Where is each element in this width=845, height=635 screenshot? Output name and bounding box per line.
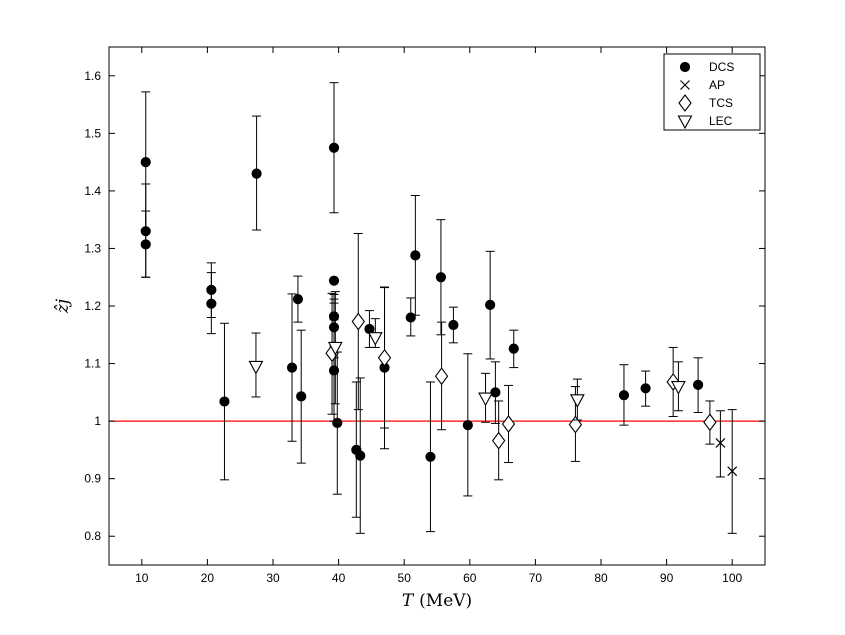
data-point-dcs bbox=[508, 343, 519, 354]
data-point-ap bbox=[727, 466, 738, 477]
x-axis-label: T (MeV) bbox=[402, 591, 472, 611]
legend-label-tcs: TCS bbox=[709, 96, 733, 110]
y-axis-label: ẑj bbox=[53, 298, 73, 314]
legend-marker-tcs bbox=[678, 94, 692, 112]
x-axis-unit: (MeV) bbox=[419, 591, 472, 611]
plot-area bbox=[109, 82, 765, 534]
series-ap bbox=[715, 409, 738, 534]
x-tick-label: 70 bbox=[529, 571, 543, 585]
data-point-dcs bbox=[425, 451, 436, 462]
legend-label-dcs: DCS bbox=[709, 60, 734, 74]
legend-marker-ap bbox=[680, 80, 690, 90]
x-tick-label: 10 bbox=[135, 571, 149, 585]
data-point-dcs bbox=[140, 239, 151, 250]
y-tick-label: 1.2 bbox=[84, 299, 101, 313]
data-point-dcs bbox=[692, 379, 704, 390]
data-point-lec bbox=[478, 392, 493, 407]
data-point-dcs bbox=[462, 420, 473, 431]
x-tick-label: 90 bbox=[660, 571, 674, 585]
x-tick-label: 20 bbox=[201, 571, 215, 585]
data-point-dcs bbox=[405, 312, 416, 323]
y-tick-label: 1.6 bbox=[84, 69, 101, 83]
data-point-dcs bbox=[328, 275, 340, 286]
data-point-dcs bbox=[435, 272, 447, 283]
data-point-lec bbox=[367, 332, 383, 346]
legend-markers bbox=[677, 61, 693, 130]
x-tick-label: 60 bbox=[463, 571, 477, 585]
data-point-ap bbox=[715, 438, 726, 448]
legend-label-lec: LEC bbox=[709, 114, 733, 128]
data-point-dcs bbox=[332, 417, 343, 428]
data-point-dcs bbox=[206, 298, 217, 309]
data-point-lec bbox=[327, 341, 343, 356]
y-tick-label: 1 bbox=[94, 414, 101, 428]
data-point-tcs bbox=[568, 415, 583, 434]
y-tick-label: 1.5 bbox=[84, 126, 101, 140]
legend-label-ap: AP bbox=[709, 78, 725, 92]
data-point-lec bbox=[670, 381, 686, 395]
series-lec bbox=[248, 291, 686, 423]
data-point-tcs bbox=[377, 348, 392, 367]
data-point-dcs bbox=[251, 168, 262, 179]
data-point-lec bbox=[569, 394, 585, 408]
data-point-tcs bbox=[501, 415, 516, 433]
y-tick-label: 0.9 bbox=[84, 472, 101, 486]
x-tick-label: 40 bbox=[332, 571, 346, 585]
data-point-dcs bbox=[292, 293, 304, 305]
data-point-tcs bbox=[491, 431, 506, 450]
x-tick-label: 50 bbox=[398, 571, 412, 585]
data-point-dcs bbox=[618, 390, 630, 401]
data-point-dcs bbox=[410, 250, 421, 261]
series-dcs bbox=[140, 82, 704, 534]
x-tick-label: 30 bbox=[266, 571, 280, 585]
ticks: 10 20 30 40 50 60 70 80 90 100 0.8 0.9 1 1.1 1.2 1.3 1.4… bbox=[84, 47, 765, 585]
data-point-dcs bbox=[296, 391, 307, 402]
data-point-dcs bbox=[328, 142, 340, 153]
x-tick-label: 80 bbox=[594, 571, 608, 585]
y-tick-label: 0.8 bbox=[84, 529, 101, 543]
x-tick-label: 100 bbox=[722, 571, 742, 585]
data-point-dcs bbox=[490, 387, 501, 398]
data-point-dcs bbox=[355, 450, 366, 461]
legend-marker-lec bbox=[677, 115, 693, 130]
data-point-dcs bbox=[448, 319, 459, 331]
y-tick-label: 1.4 bbox=[84, 184, 101, 198]
data-point-dcs bbox=[485, 299, 496, 310]
data-point-dcs bbox=[640, 383, 651, 394]
y-tick-label: 1.3 bbox=[84, 241, 101, 255]
y-tick-label: 1.1 bbox=[84, 357, 101, 371]
data-point-tcs bbox=[351, 312, 365, 331]
legend: DCS AP TCS LEC bbox=[663, 53, 761, 131]
legend-marker-dcs bbox=[679, 61, 691, 73]
data-point-dcs bbox=[286, 362, 298, 373]
x-axis-variable: T bbox=[402, 591, 415, 611]
data-point-dcs bbox=[219, 396, 230, 407]
data-point-tcs bbox=[434, 367, 449, 386]
data-point-dcs bbox=[140, 157, 151, 168]
data-point-lec bbox=[248, 360, 264, 375]
data-point-tcs bbox=[703, 413, 717, 432]
